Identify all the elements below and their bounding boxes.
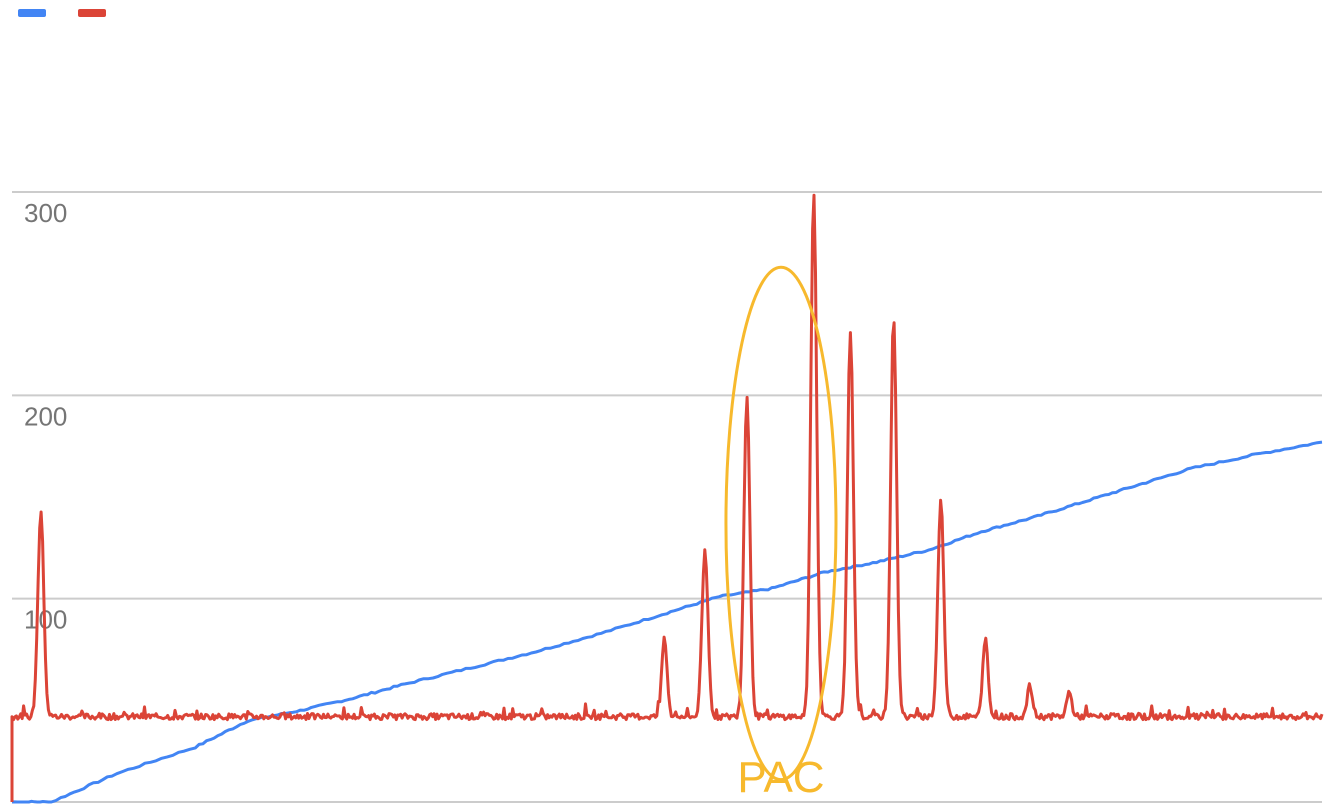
- annotation-group: PAC: [724, 265, 838, 802]
- series-line-blue: [11, 440, 1323, 804]
- y-tick-label: 300: [24, 198, 67, 228]
- annotation-ellipse: [724, 265, 838, 782]
- series-lines: [10, 193, 1324, 804]
- legend-swatch-1: [78, 9, 106, 17]
- legend-swatch-0: [18, 9, 46, 17]
- legend: [18, 9, 106, 17]
- series-line-red: [10, 193, 1324, 802]
- y-tick-label: 200: [24, 401, 67, 431]
- annotation-label: PAC: [737, 753, 824, 802]
